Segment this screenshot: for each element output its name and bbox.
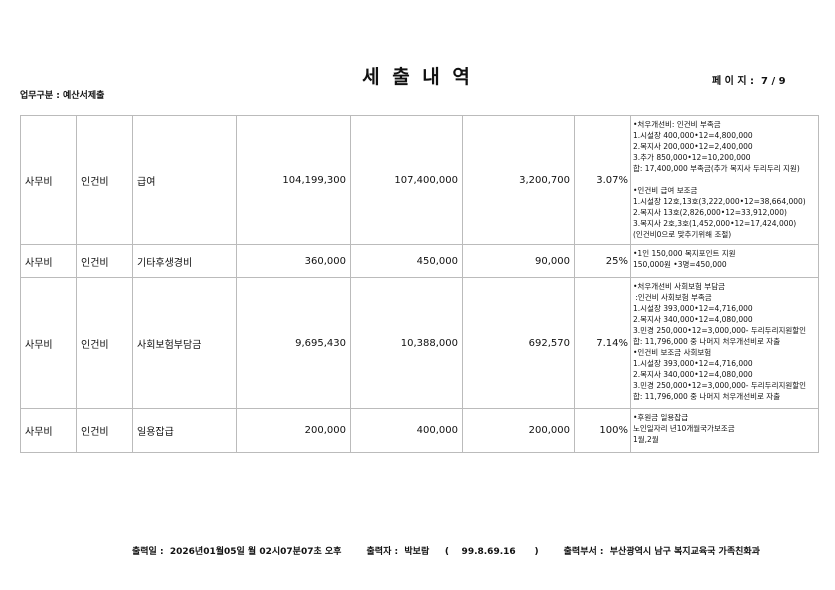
page-title: 세 출 내 역 [362,66,473,88]
section-cell: 사무비 [20,408,77,453]
diff-cell: 90,000 [462,244,575,278]
business-category: 업무구분 : 예산서제출 [20,91,105,101]
section-cell: 사무비 [20,277,77,409]
report-footer: 출력일 : 2026년01월05일 월 02시07분07초 오후 출력자 : 박… [132,544,760,557]
printer-name: 박보람 [404,547,430,557]
item-cell: 기타후생경비 [132,244,237,278]
table-row: 사무비 인건비 사회보험부담금 9,695,430 10,388,000 692,570 7… [20,277,819,409]
table-row: 사무비 인건비 일용잡급 200,000 400,000 200,000 100% •후원금 … [20,408,819,453]
note-cell: •1인 150,000 복지포인트 지원 150,000원 •3명=450,00… [630,244,819,278]
page-value: 7 / 9 [761,76,786,87]
printer-label: 출력자 : [366,547,399,557]
amount-cell: 104,199,300 [236,115,351,245]
amount-cell: 9,695,430 [236,277,351,409]
expenditure-table: 사무비 인건비 급여 104,199,300 107,400,000 3,200,700 3… [20,115,819,453]
amount-cell: 200,000 [236,408,351,453]
note-cell: •처우개선비: 인건비 부족금 1.시설장 400,000•12=4,800,0… [630,115,819,245]
budget-cell: 400,000 [350,408,463,453]
budget-cell: 107,400,000 [350,115,463,245]
budget-cell: 10,388,000 [350,277,463,409]
item-cell: 급여 [132,115,237,245]
ratio-cell: 100% [574,408,631,453]
printer-ip: ( 99.8.69.16 ) [444,547,539,557]
amount-cell: 360,000 [236,244,351,278]
dept-label: 출력부서 : [563,547,604,557]
table-row: 사무비 인건비 급여 104,199,300 107,400,000 3,200,700 3… [20,115,819,245]
table-row: 사무비 인건비 기타후생경비 360,000 450,000 90,000 25% •1인 1… [20,244,819,278]
ratio-cell: 25% [574,244,631,278]
diff-cell: 692,570 [462,277,575,409]
category-cell: 인건비 [76,408,133,453]
dept-name: 부산광역시 남구 복지교육국 가족친화과 [609,547,760,557]
note-cell: •후원금 일용잡급 노인일자리 년10개월국가보조금 1월,2월 [630,408,819,453]
item-cell: 사회보험부담금 [132,277,237,409]
category-cell: 인건비 [76,115,133,245]
page-number: 페 이 지 : 7 / 9 [712,72,786,87]
ratio-cell: 3.07% [574,115,631,245]
print-date: 2026년01월05일 월 02시07분07초 오후 [169,547,342,557]
diff-cell: 3,200,700 [462,115,575,245]
section-cell: 사무비 [20,115,77,245]
section-cell: 사무비 [20,244,77,278]
ratio-cell: 7.14% [574,277,631,409]
category-cell: 인건비 [76,277,133,409]
item-cell: 일용잡급 [132,408,237,453]
diff-cell: 200,000 [462,408,575,453]
print-date-label: 출력일 : [132,547,164,557]
budget-cell: 450,000 [350,244,463,278]
page-label: 페 이 지 : [712,76,755,87]
note-cell: •처우개선비 사회보험 부담금 :인건비 사회보험 부족금 1.시설장 393,… [630,277,819,409]
category-cell: 인건비 [76,244,133,278]
